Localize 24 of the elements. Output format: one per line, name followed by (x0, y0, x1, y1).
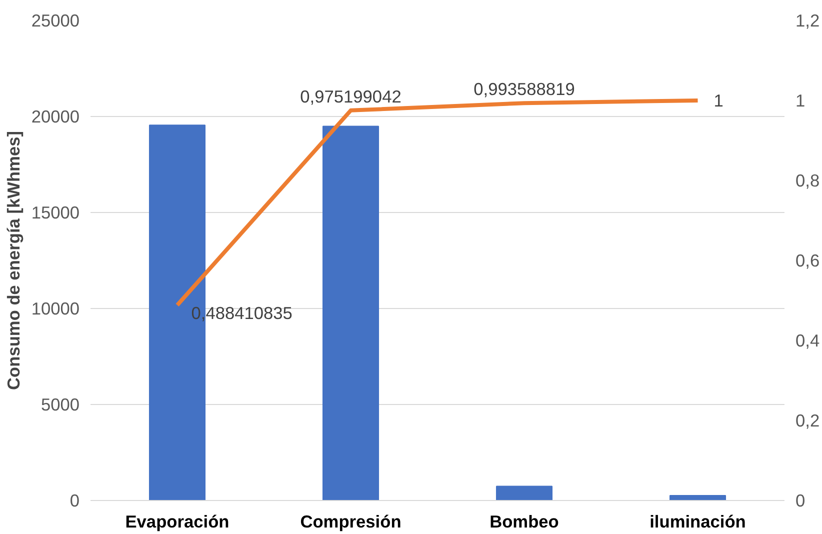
y-axis-title: Consumo de energía [kWhmes] (3, 131, 24, 390)
x-tick-label: Bombeo (490, 512, 559, 532)
y2-tick-label: 1,2 (796, 10, 820, 30)
y-tick-label: 0 (70, 490, 80, 510)
data-label: 0,993588819 (474, 79, 575, 100)
x-tick-label: Compresión (300, 512, 402, 532)
data-label: 1 (714, 90, 724, 110)
y2-tick-label: 0,2 (796, 410, 820, 430)
x-tick-label: iluminación (650, 512, 746, 532)
y-tick-label: 5000 (40, 394, 80, 414)
data-label: 0,975199042 (300, 86, 402, 106)
y-tick-label: 20000 (31, 106, 80, 126)
y2-tick-label: 1 (796, 90, 806, 110)
y2-tick-label: 0,8 (796, 170, 820, 190)
bar (322, 126, 380, 500)
y-tick-label: 10000 (31, 298, 80, 318)
y-tick-label: 15000 (31, 202, 80, 222)
y-tick-label: 25000 (31, 10, 80, 30)
y2-tick-label: 0,6 (796, 250, 820, 270)
bar (496, 486, 553, 500)
y2-tick-label: 0 (796, 490, 806, 510)
y2-tick-label: 0,4 (796, 330, 820, 350)
x-tick-label: Evaporación (125, 512, 230, 532)
bar (669, 495, 726, 500)
